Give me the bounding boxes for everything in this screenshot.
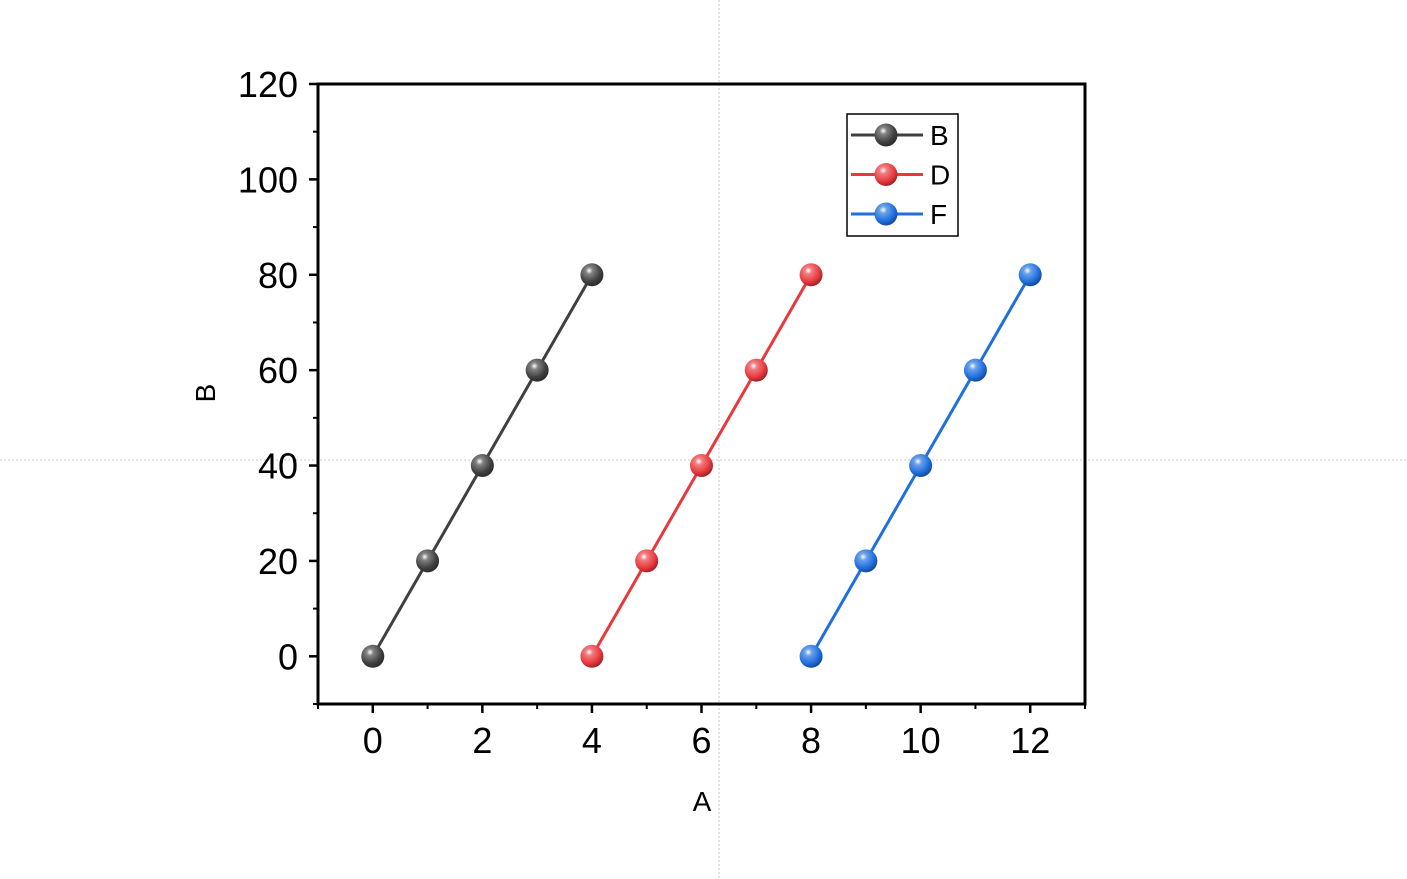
legend-label: F xyxy=(930,199,947,230)
x-axis-title: A xyxy=(693,786,712,817)
x-tick-label: 8 xyxy=(801,720,821,761)
legend-item: D xyxy=(851,160,950,191)
data-point xyxy=(690,454,713,478)
legend-item: B xyxy=(851,120,949,151)
data-point xyxy=(744,358,768,382)
legend: BDF xyxy=(846,113,959,237)
legend-marker xyxy=(874,163,898,186)
series-D xyxy=(580,263,823,668)
data-point xyxy=(470,454,494,478)
data-point xyxy=(635,549,659,573)
x-tick-label: 2 xyxy=(472,720,492,761)
y-tick-label: 100 xyxy=(238,159,298,200)
data-point xyxy=(580,644,604,668)
series-layer xyxy=(361,263,1042,668)
y-tick-label: 120 xyxy=(238,64,298,105)
data-point xyxy=(416,549,440,573)
series-F xyxy=(799,263,1042,668)
x-tick-label: 10 xyxy=(901,720,941,761)
y-tick-label: 0 xyxy=(278,636,298,677)
legend-item: F xyxy=(851,199,947,230)
plot-frame xyxy=(316,82,1087,706)
data-point xyxy=(963,358,987,382)
data-point xyxy=(799,263,823,287)
data-point xyxy=(361,644,385,668)
legend-label: B xyxy=(930,120,949,151)
y-tick-label: 40 xyxy=(258,446,298,487)
legend-marker xyxy=(874,123,898,147)
data-point xyxy=(580,263,604,287)
data-point xyxy=(799,644,823,668)
legend-label: D xyxy=(930,160,950,191)
data-point xyxy=(525,358,549,382)
y-tick-label: 60 xyxy=(258,350,298,391)
y-axis-title: B xyxy=(190,384,221,403)
series-B xyxy=(361,263,604,668)
y-tick-label: 80 xyxy=(258,255,298,296)
data-point xyxy=(1018,263,1042,287)
data-point xyxy=(854,549,878,573)
x-tick-label: 0 xyxy=(363,720,383,761)
x-tick-label: 12 xyxy=(1010,720,1050,761)
x-tick-label: 6 xyxy=(691,720,711,761)
x-tick-label: 4 xyxy=(582,720,602,761)
legend-marker xyxy=(874,202,898,226)
data-point xyxy=(909,454,933,478)
y-tick-label: 20 xyxy=(258,541,298,582)
